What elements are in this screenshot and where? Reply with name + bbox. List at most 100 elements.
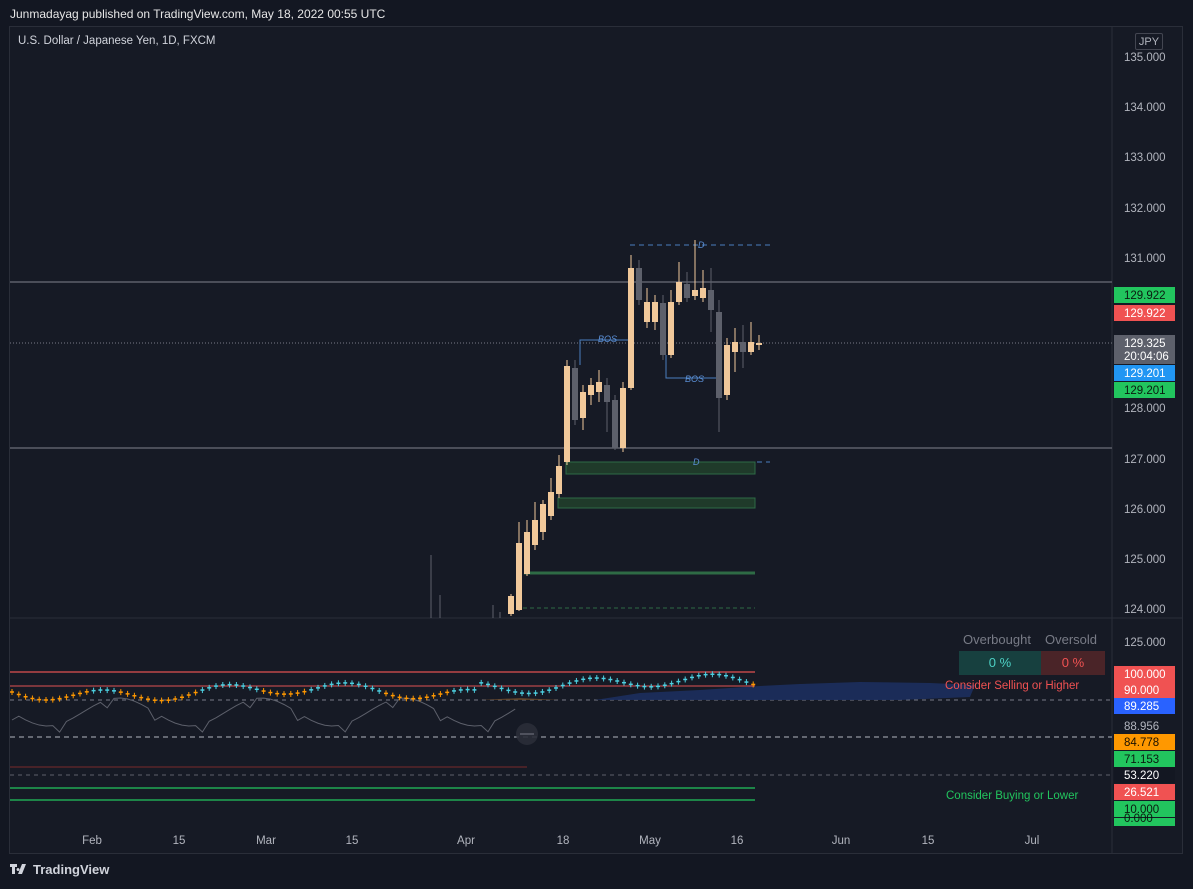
candle-body bbox=[716, 312, 722, 398]
ind-label-26-text: 26.521 bbox=[1124, 787, 1159, 799]
candle-body bbox=[588, 385, 594, 395]
candle-body bbox=[564, 366, 570, 462]
price-label-blue bbox=[1114, 365, 1175, 381]
countdown-text: 20:04:06 bbox=[1124, 351, 1169, 363]
time-axis-label: Jul bbox=[1025, 835, 1040, 847]
price-tick-label: 126.000 bbox=[1124, 504, 1166, 516]
time-axis-label: Mar bbox=[256, 835, 276, 847]
ind-label-90-text: 90.000 bbox=[1124, 685, 1159, 697]
ind-label-0 bbox=[1114, 818, 1175, 826]
candle-body bbox=[660, 303, 666, 355]
ind-label-26 bbox=[1114, 784, 1175, 800]
chart-pane[interactable] bbox=[9, 26, 1183, 854]
candle-body bbox=[668, 302, 674, 355]
candle-body bbox=[732, 342, 738, 352]
time-axis-label: Apr bbox=[457, 835, 475, 847]
candle-body bbox=[652, 302, 658, 322]
symbol-description: U.S. Dollar / Japanese Yen, 1D, FXCM bbox=[18, 35, 216, 47]
time-axis-label: Feb bbox=[82, 835, 102, 847]
order-block bbox=[565, 461, 756, 475]
ind-label-100 bbox=[1114, 666, 1175, 682]
price-tick-label: 134.000 bbox=[1124, 102, 1166, 114]
overbought-value: 0 % bbox=[959, 651, 1041, 675]
price-tick-label: 132.000 bbox=[1124, 203, 1166, 215]
time-axis-label: 16 bbox=[731, 835, 744, 847]
time-axis-label: 15 bbox=[922, 835, 935, 847]
candle-body bbox=[604, 385, 610, 402]
bos-label: BOS bbox=[598, 334, 617, 344]
last-price-badge bbox=[1114, 335, 1175, 364]
price-label-green-2 bbox=[1114, 382, 1175, 398]
candle-body bbox=[580, 392, 586, 418]
price-tick-label: 125.000 bbox=[1124, 554, 1166, 566]
oversold-value: 0 % bbox=[1041, 651, 1105, 675]
indicator-tick-label: 125.000 bbox=[1124, 637, 1166, 649]
time-axis-label: May bbox=[639, 835, 661, 847]
candle-body bbox=[540, 504, 546, 532]
ind-label-88: 88.956 bbox=[1124, 721, 1159, 733]
ind-label-89 bbox=[1114, 698, 1175, 714]
candle-body bbox=[684, 284, 690, 298]
candle-body bbox=[556, 466, 562, 494]
ind-label-84 bbox=[1114, 734, 1175, 750]
ind-label-53-text: 53.220 bbox=[1124, 770, 1159, 782]
candle-body bbox=[612, 400, 618, 448]
price-tick-label: 124.000 bbox=[1124, 604, 1166, 616]
price-label-green bbox=[1114, 287, 1175, 303]
candle-body bbox=[516, 543, 522, 610]
brand-label: TradingView bbox=[33, 862, 110, 877]
price-label-green-text: 129.922 bbox=[1124, 290, 1166, 302]
ind-label-100-text: 100.000 bbox=[1124, 669, 1166, 681]
currency-button[interactable]: JPY bbox=[1135, 33, 1163, 50]
candle-body bbox=[620, 388, 626, 448]
d-label: D bbox=[693, 457, 700, 467]
publisher-line: Junmadayag published on TradingView.com,… bbox=[10, 7, 386, 21]
tradingview-footer[interactable]: TradingView bbox=[10, 862, 109, 877]
consider-selling-label: Consider Selling or Higher bbox=[945, 680, 1080, 692]
ind-label-10 bbox=[1114, 801, 1175, 817]
price-label-red bbox=[1114, 305, 1175, 321]
ind-label-0-text: 0.000 bbox=[1124, 813, 1153, 825]
price-tick-label: 127.000 bbox=[1124, 454, 1166, 466]
candle-body bbox=[676, 282, 682, 302]
time-axis-label: Jun bbox=[832, 835, 851, 847]
ind-label-53 bbox=[1114, 767, 1175, 783]
candle-body bbox=[692, 290, 698, 296]
time-axis-label: 15 bbox=[173, 835, 186, 847]
candle-body bbox=[724, 345, 730, 395]
candle-body bbox=[572, 368, 578, 420]
candle-body bbox=[748, 342, 754, 352]
candle-body bbox=[596, 382, 602, 392]
candle-body bbox=[740, 342, 746, 352]
candle-body bbox=[756, 343, 762, 345]
ind-label-10-text: 10.000 bbox=[1124, 804, 1159, 816]
time-axis-label: 15 bbox=[346, 835, 359, 847]
candle-body bbox=[628, 268, 634, 388]
candle-body bbox=[636, 268, 642, 300]
candle-body bbox=[532, 520, 538, 545]
candle-body bbox=[548, 492, 554, 516]
candle-body bbox=[524, 532, 530, 574]
ind-label-71 bbox=[1114, 751, 1175, 767]
d-label: D bbox=[698, 240, 705, 250]
candle-body bbox=[644, 302, 650, 322]
overbought-header: Overbought bbox=[963, 632, 1031, 647]
ind-label-71-text: 71.153 bbox=[1124, 754, 1159, 766]
ind-label-89-text: 89.285 bbox=[1124, 701, 1159, 713]
candle-body bbox=[508, 596, 514, 614]
consider-buying-label: Consider Buying or Lower bbox=[946, 790, 1079, 802]
price-label-blue-text: 129.201 bbox=[1124, 368, 1166, 380]
price-label-green-2-text: 129.201 bbox=[1124, 385, 1166, 397]
price-tick-label: 128.000 bbox=[1124, 403, 1166, 415]
bos-label: BOS bbox=[685, 374, 704, 384]
oversold-header: Oversold bbox=[1045, 632, 1098, 647]
price-label-red-text: 129.922 bbox=[1124, 308, 1166, 320]
tradingview-logo-icon bbox=[10, 863, 26, 874]
ind-label-84-text: 84.778 bbox=[1124, 737, 1159, 749]
candle-body bbox=[708, 290, 714, 310]
price-tick-label: 131.000 bbox=[1124, 253, 1166, 265]
candle-body bbox=[700, 288, 706, 298]
last-price-text: 129.325 bbox=[1124, 338, 1166, 350]
time-axis-label: 18 bbox=[557, 835, 570, 847]
